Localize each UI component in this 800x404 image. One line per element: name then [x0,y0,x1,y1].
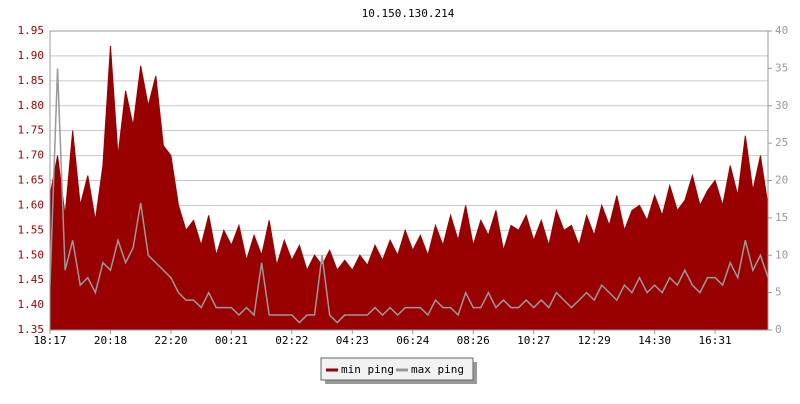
area [49,45,769,331]
y-tick-label: 1.60 [18,198,45,211]
x-tick-label: 02:22 [275,334,308,347]
y-tick-label: 1.70 [18,149,45,162]
y-tick-label: 1.40 [18,298,45,311]
x-tick-label: 18:17 [33,334,66,347]
line [49,68,769,324]
y2-tick-label: 5 [775,286,782,299]
y-tick-label: 1.90 [18,49,45,62]
legend-label: min ping [341,363,394,376]
y-tick-label: 1.35 [18,323,45,336]
plot-border [49,30,769,331]
x-tick-label: 12:29 [578,334,611,347]
x-tick-label: 16:31 [699,334,732,347]
y-tick-label: 1.45 [18,273,45,286]
y-tick-label: 1.65 [18,174,45,187]
y-tick-label: 1.85 [18,74,45,87]
y-tick-label: 1.80 [18,99,45,112]
y2-tick-label: 25 [775,136,788,149]
y-tick-label: 1.95 [18,24,45,37]
legend-label: max ping [411,363,464,376]
chart-title: 10.150.130.214 [362,7,455,20]
x-tick-label: 08:26 [457,334,490,347]
y-tick-label: 1.75 [18,124,45,137]
x-tick-label: 22:20 [154,334,187,347]
y2-tick-label: 30 [775,99,788,112]
x-tick-label: 14:30 [638,334,671,347]
y2-tick-label: 0 [775,323,782,336]
y2-tick-label: 20 [775,174,788,187]
x-tick-label: 04:23 [336,334,369,347]
y-tick-label: 1.50 [18,248,45,261]
x-tick-label: 10:27 [517,334,550,347]
x-tick-label: 06:24 [396,334,429,347]
x-tick-label: 20:18 [94,334,127,347]
y2-tick-label: 40 [775,24,788,37]
y-tick-label: 1.55 [18,223,45,236]
y2-tick-label: 15 [775,211,788,224]
y2-tick-label: 10 [775,248,788,261]
x-tick-label: 00:21 [215,334,248,347]
y2-tick-label: 35 [775,61,788,74]
